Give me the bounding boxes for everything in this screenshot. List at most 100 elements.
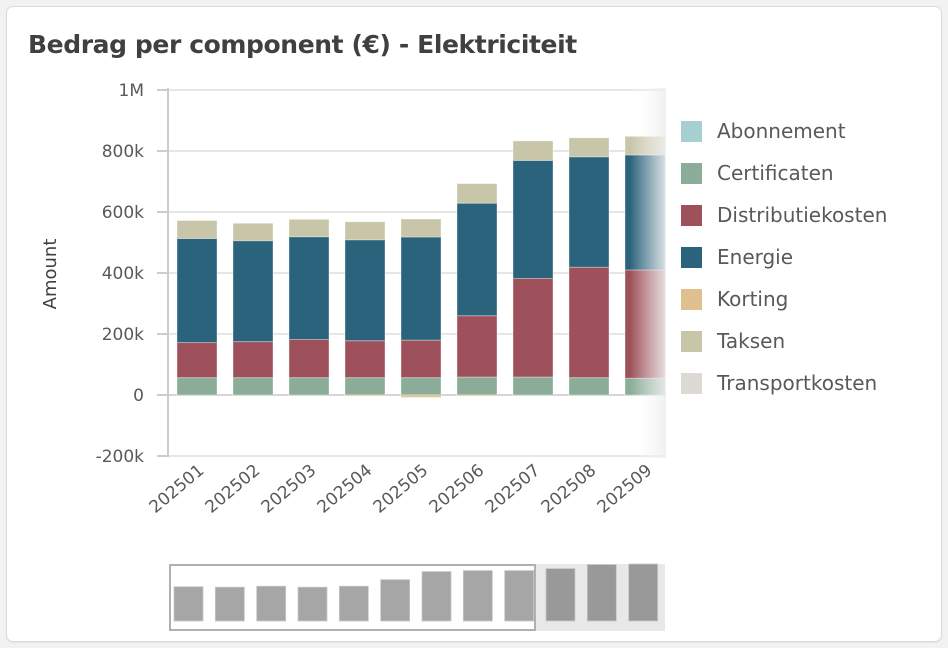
bar-segment-energie-202506[interactable]: [456, 202, 498, 317]
navigator-bar: [421, 571, 452, 622]
navigator-bar: [545, 568, 576, 622]
bar-segment-energie-202504[interactable]: [344, 239, 386, 342]
navigator-bar: [338, 585, 369, 622]
scroll-navigator[interactable]: [169, 563, 665, 631]
bar-segment-taksen-202505[interactable]: [400, 218, 442, 238]
x-tick-label: 202504: [314, 461, 377, 518]
bar-segment-distributiekosten-202503[interactable]: [288, 338, 330, 379]
bar-segment-taksen-202502[interactable]: [232, 222, 274, 242]
scroll-fade: [630, 88, 666, 458]
legend-item-taksen[interactable]: Taksen: [681, 320, 887, 362]
navigator-bar: [380, 579, 411, 622]
legend-swatch: [681, 162, 702, 184]
legend-item-transportkosten[interactable]: Transportkosten: [681, 362, 887, 404]
y-tick-label: 200k: [102, 325, 144, 345]
bar-segment-energie-202501[interactable]: [176, 238, 218, 344]
navigator-bar: [214, 586, 245, 622]
x-tick-label: 202509: [594, 461, 657, 518]
bar-202501[interactable]: [176, 220, 218, 396]
legend-swatch: [681, 246, 702, 268]
bar-segment-distributiekosten-202501[interactable]: [176, 342, 218, 379]
bar-segment-taksen-202504[interactable]: [344, 221, 386, 241]
bar-segment-taksen-202501[interactable]: [176, 220, 218, 240]
x-tick-label: 202503: [258, 461, 321, 518]
navigator-bar: [504, 570, 535, 622]
bar-segment-energie-202502[interactable]: [232, 240, 274, 343]
legend-swatch: [681, 372, 702, 394]
bar-202502[interactable]: [232, 222, 274, 396]
y-axis-ticks: 1M 800k 600k 400k 200k 0 -200k: [96, 81, 168, 467]
legend-item-distributiekosten[interactable]: Distributiekosten: [681, 194, 887, 236]
bar-202508[interactable]: [568, 137, 610, 396]
x-tick-label: 202502: [202, 461, 265, 518]
y-tick-label: 600k: [102, 203, 144, 223]
bar-segment-korting-202506[interactable]: [456, 394, 498, 397]
bar-segment-korting-202504[interactable]: [344, 394, 386, 397]
bar-segment-certificaten-202505[interactable]: [400, 377, 442, 396]
legend: Abonnement Certificaten Distributiekosten E…: [681, 110, 887, 404]
x-axis-ticks: 2025012025022025032025042025052025062025…: [146, 461, 657, 518]
legend-item-certificaten[interactable]: Certificaten: [681, 152, 887, 194]
y-tick-label: 0: [133, 386, 144, 406]
bar-segment-certificaten-202504[interactable]: [344, 377, 386, 396]
x-tick-label: 202508: [538, 461, 601, 518]
navigator-bar: [462, 570, 493, 622]
bar-segment-energie-202508[interactable]: [568, 156, 610, 268]
chart-title: Bedrag per component (€) - Elektriciteit: [28, 30, 577, 59]
bar-202504[interactable]: [344, 221, 386, 397]
legend-swatch: [681, 288, 702, 310]
legend-swatch: [681, 204, 702, 226]
bar-segment-certificaten-202502[interactable]: [232, 377, 274, 396]
legend-label: Transportkosten: [717, 371, 878, 395]
bar-segment-certificaten-202503[interactable]: [288, 377, 330, 396]
bar-segment-distributiekosten-202504[interactable]: [344, 340, 386, 379]
bar-segment-distributiekosten-202508[interactable]: [568, 266, 610, 379]
legend-item-abonnement[interactable]: Abonnement: [681, 110, 887, 152]
bar-segment-korting-202505[interactable]: [400, 394, 442, 398]
y-tick-label: 800k: [102, 142, 144, 162]
bar-202503[interactable]: [288, 218, 330, 396]
legend-label: Certificaten: [717, 161, 834, 185]
bar-segment-certificaten-202507[interactable]: [512, 376, 554, 396]
legend-item-korting[interactable]: Korting: [681, 278, 887, 320]
legend-swatch: [681, 330, 702, 352]
bars: [176, 135, 666, 398]
navigator-selection-handle[interactable]: [169, 564, 536, 631]
bar-202506[interactable]: [456, 183, 498, 397]
navigator-bar: [297, 586, 328, 622]
bar-segment-energie-202505[interactable]: [400, 236, 442, 341]
navigator-bar: [628, 563, 659, 622]
bar-segment-distributiekosten-202505[interactable]: [400, 339, 442, 379]
bar-segment-taksen-202508[interactable]: [568, 137, 610, 158]
legend-item-energie[interactable]: Energie: [681, 236, 887, 278]
bar-202505[interactable]: [400, 218, 442, 398]
bar-segment-distributiekosten-202506[interactable]: [456, 315, 498, 378]
y-axis-title: Amount: [40, 239, 61, 310]
bar-segment-certificaten-202508[interactable]: [568, 377, 610, 396]
bar-segment-taksen-202503[interactable]: [288, 218, 330, 238]
legend-label: Energie: [717, 245, 794, 269]
x-tick-label: 202505: [370, 461, 433, 518]
bar-segment-taksen-202506[interactable]: [456, 183, 498, 204]
bar-segment-certificaten-202501[interactable]: [176, 377, 218, 396]
legend-label: Distributiekosten: [717, 203, 888, 227]
bar-segment-certificaten-202506[interactable]: [456, 376, 498, 396]
y-tick-label: 400k: [102, 264, 144, 284]
y-tick-label: -200k: [96, 447, 145, 467]
navigator-bar: [586, 564, 617, 622]
navigator-bar: [256, 585, 287, 622]
x-tick-label: 202501: [146, 461, 209, 518]
legend-swatch: [681, 120, 702, 142]
bar-segment-distributiekosten-202502[interactable]: [232, 341, 274, 379]
x-tick-label: 202507: [482, 461, 545, 518]
legend-label: Abonnement: [717, 119, 846, 143]
legend-label: Korting: [717, 287, 789, 311]
bar-202507[interactable]: [512, 140, 554, 396]
bar-segment-taksen-202507[interactable]: [512, 140, 554, 161]
bar-segment-energie-202503[interactable]: [288, 236, 330, 340]
x-tick-label: 202506: [426, 461, 489, 518]
bar-segment-distributiekosten-202507[interactable]: [512, 277, 554, 378]
bar-segment-energie-202507[interactable]: [512, 159, 554, 279]
legend-label: Taksen: [717, 329, 786, 353]
